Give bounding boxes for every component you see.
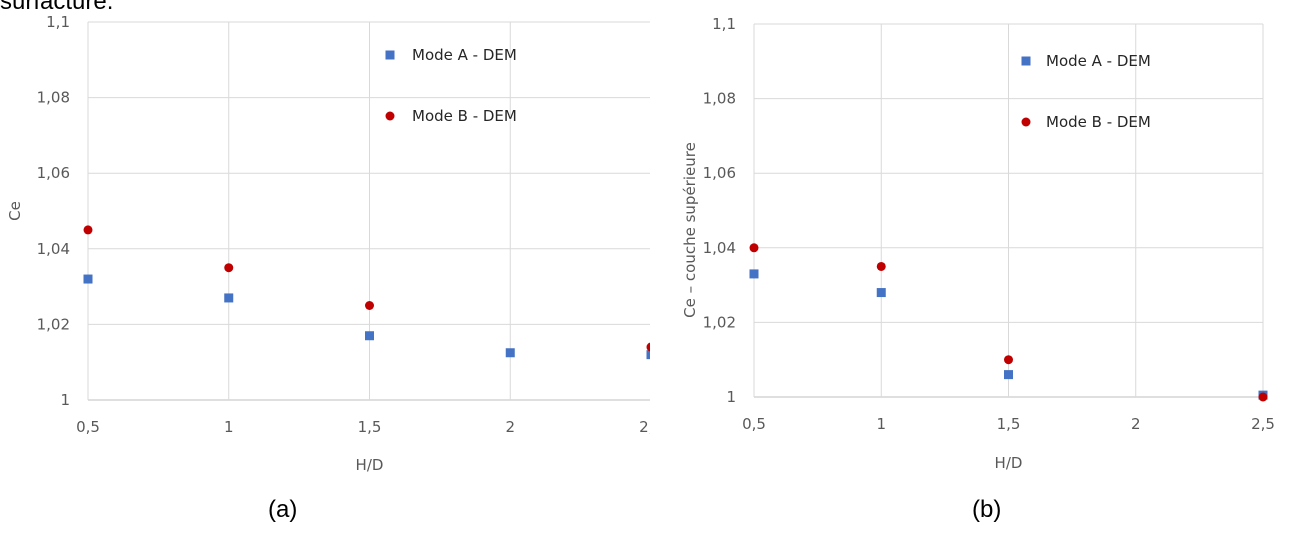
data-point-mode-a — [83, 274, 93, 284]
data-point-mode-b — [365, 301, 374, 310]
caption-b: (b) — [972, 496, 1002, 523]
legend-marker-mode-b — [385, 111, 395, 121]
y-tick-label: 1,04 — [703, 239, 736, 257]
data-point-mode-b — [646, 342, 650, 352]
data-point-mode-b — [749, 243, 759, 253]
x-tick-label: 1 — [876, 415, 886, 433]
y-axis-label: Ce — [6, 201, 24, 221]
data-point-mode-a — [749, 269, 759, 279]
data-point-mode-b — [1004, 355, 1013, 365]
y-tick-label: 1,06 — [703, 164, 736, 182]
cut-off-header-text: surfacture. — [0, 0, 114, 15]
data-point-mode-b — [224, 263, 234, 273]
legend-label: Mode A - DEM — [412, 46, 517, 64]
y-tick-label: 1 — [726, 388, 736, 406]
y-tick-label: 1,02 — [37, 315, 70, 333]
x-tick-label: 2,5 — [639, 418, 650, 436]
x-axis-label: H/D — [995, 454, 1023, 472]
x-tick-label: 2 — [505, 418, 515, 436]
y-tick-label: 1,04 — [37, 240, 70, 258]
x-tick-label: 1,5 — [997, 415, 1021, 433]
data-point-mode-a — [876, 288, 886, 298]
legend-label: Mode B - DEM — [412, 107, 517, 125]
data-point-mode-a — [224, 293, 234, 303]
y-tick-label: 1,08 — [37, 89, 70, 107]
x-tick-label: 1 — [224, 418, 234, 436]
data-point-mode-a — [505, 348, 515, 358]
x-tick-label: 1,5 — [358, 418, 382, 436]
data-point-mode-a — [1004, 370, 1013, 380]
data-point-mode-b — [876, 261, 886, 271]
chart-b: 1 1,02 1,04 1,06 1,08 1,1 0,5 1 1,5 2 2,5 H/D Ce – c… — [681, 15, 1275, 472]
data-point-mode-b — [1258, 392, 1268, 402]
x-tick-label: 0,5 — [76, 418, 100, 436]
legend-marker-mode-a — [1021, 56, 1031, 66]
y-tick-label: 1,06 — [37, 164, 70, 182]
data-point-mode-b — [83, 225, 93, 235]
legend-label: Mode B - DEM — [1046, 113, 1151, 131]
y-tick-label: 1,1 — [46, 13, 70, 31]
y-tick-label: 1 — [60, 391, 70, 409]
caption-a: (a) — [268, 496, 298, 523]
legend-label: Mode A - DEM — [1046, 52, 1151, 70]
x-tick-label: 2 — [1131, 415, 1141, 433]
legend-marker-mode-b — [1021, 117, 1031, 127]
x-tick-label: 2,5 — [1251, 415, 1275, 433]
y-axis-label: Ce – couche supérieure — [681, 142, 699, 318]
y-tick-label: 1,02 — [703, 313, 736, 331]
legend-marker-mode-a — [385, 50, 395, 60]
y-tick-label: 1,08 — [703, 90, 736, 108]
x-axis-label: H/D — [356, 456, 384, 474]
x-tick-label: 0,5 — [742, 415, 766, 433]
chart-a: 1 1,02 1,04 1,06 1,08 1,1 0,5 1 1,5 2 2,5 H/D Ce Mode… — [6, 13, 650, 474]
data-point-mode-a — [365, 331, 374, 341]
y-tick-label: 1,1 — [712, 15, 736, 33]
data-point-mode-a — [646, 350, 650, 360]
